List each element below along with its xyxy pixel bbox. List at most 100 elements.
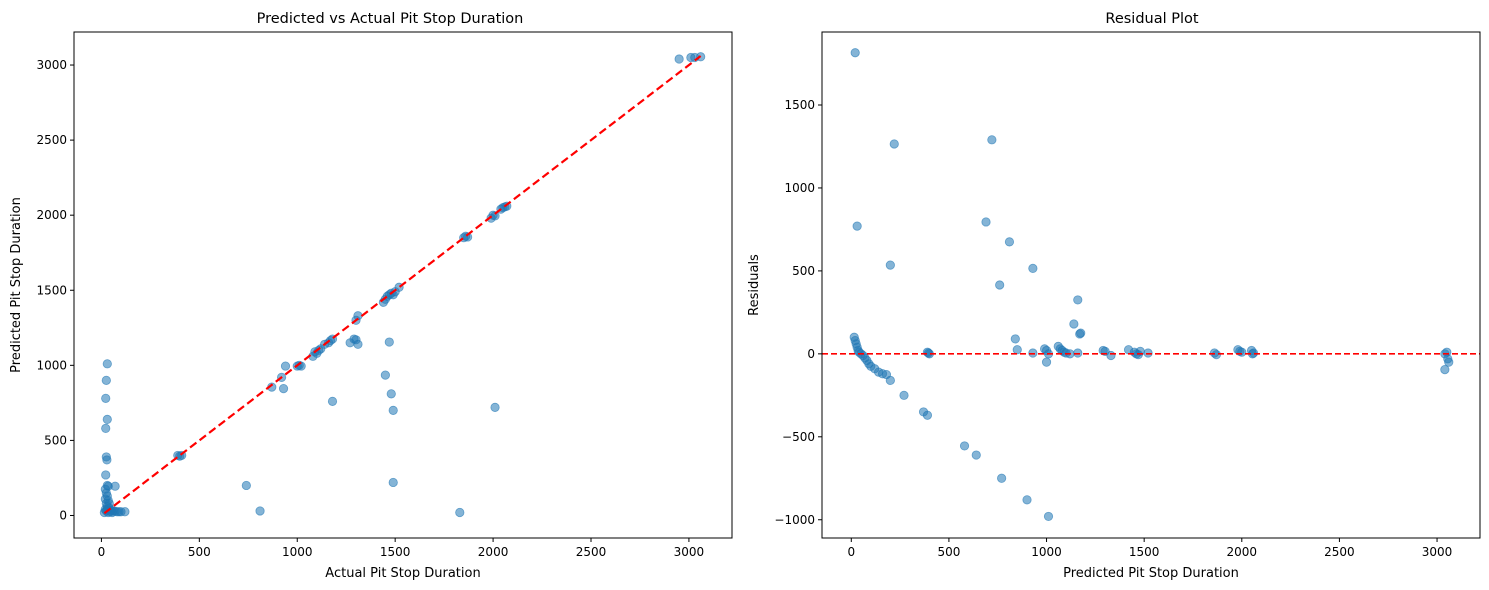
data-point — [351, 335, 361, 345]
x-tick-label: 0 — [98, 545, 106, 559]
data-point — [241, 480, 251, 491]
data-point — [1069, 319, 1079, 329]
data-point — [110, 481, 120, 491]
data-point — [120, 507, 130, 517]
x-tick-label: 3000 — [1422, 545, 1453, 559]
data-point — [255, 506, 265, 516]
y-tick-label: 1500 — [36, 283, 67, 297]
data-point — [1073, 348, 1083, 358]
x-tick-label: 2500 — [1324, 545, 1355, 559]
data-point — [463, 232, 473, 242]
data-point — [1028, 348, 1038, 358]
data-point — [995, 280, 1005, 290]
chart-title: Predicted vs Actual Pit Stop Duration — [257, 11, 524, 27]
data-point — [1073, 295, 1083, 305]
data-point — [388, 405, 398, 415]
predicted-vs-actual-chart: Predicted vs Actual Pit Stop Duration 0 5… — [9, 11, 733, 581]
x-tick-label: 1500 — [380, 545, 411, 559]
y-tick-label: 500 — [44, 433, 67, 447]
data-point — [889, 139, 899, 149]
data-point — [102, 359, 112, 369]
scatter-points — [849, 48, 1454, 522]
data-point — [850, 48, 860, 58]
data-point — [384, 337, 394, 347]
data-point — [102, 414, 112, 424]
data-point — [852, 221, 862, 231]
data-point — [1012, 345, 1022, 355]
x-axis-label: Predicted Pit Stop Duration — [1063, 566, 1239, 581]
tick-group: 0 500 1000 1500 2000 2500 3000 −1000 −500 0 500 100… — [774, 98, 1452, 559]
data-point — [278, 384, 289, 394]
data-point — [101, 423, 111, 433]
y-tick-label: 2000 — [36, 208, 67, 222]
data-point — [1211, 350, 1222, 360]
x-tick-label: 2000 — [1227, 545, 1258, 559]
x-tick-label: 3000 — [674, 545, 705, 559]
y-tick-label: 0 — [59, 508, 67, 522]
data-point — [490, 402, 500, 412]
y-tick-label: 500 — [792, 264, 815, 278]
data-point — [1444, 357, 1454, 367]
data-point — [885, 375, 895, 385]
y-tick-label: 1000 — [784, 181, 815, 195]
tick-group: 0 500 1000 1500 2000 2500 3000 0 500 1000 1500 2000… — [36, 58, 704, 559]
plot-frame — [821, 31, 1481, 539]
y-tick-label: 2500 — [36, 133, 67, 147]
data-point — [1004, 237, 1015, 247]
x-tick-label: 1500 — [1129, 545, 1160, 559]
data-point — [280, 361, 291, 371]
y-axis-label: Predicted Pit Stop Duration — [9, 197, 24, 373]
data-point — [987, 135, 997, 145]
data-point — [997, 473, 1007, 483]
y-axis-label: Residuals — [747, 254, 762, 316]
x-axis-label: Actual Pit Stop Duration — [325, 566, 480, 581]
data-point — [981, 217, 991, 227]
x-tick-label: 2500 — [576, 545, 607, 559]
data-point — [971, 450, 981, 460]
data-point — [1022, 495, 1032, 505]
data-point — [1106, 350, 1116, 361]
x-tick-label: 500 — [188, 545, 211, 559]
y-tick-label: 1500 — [784, 98, 815, 112]
data-point — [1440, 365, 1450, 375]
data-point — [1076, 328, 1086, 338]
data-point — [1041, 357, 1052, 367]
data-point — [380, 370, 390, 380]
y-tick-label: −1000 — [774, 513, 815, 527]
data-point — [1143, 348, 1153, 358]
data-point — [923, 348, 934, 358]
y-tick-label: 3000 — [36, 58, 67, 72]
data-point — [674, 54, 684, 64]
y-tick-label: 1000 — [36, 358, 67, 372]
x-tick-label: 0 — [847, 545, 855, 559]
x-tick-label: 2000 — [478, 545, 509, 559]
data-point — [102, 455, 112, 465]
data-point — [101, 470, 111, 480]
identity-line — [103, 55, 702, 515]
data-point — [455, 507, 465, 518]
data-point — [1043, 511, 1054, 522]
data-point — [101, 375, 111, 385]
data-point — [1248, 348, 1259, 358]
data-point — [101, 393, 111, 403]
plot-frame — [73, 31, 733, 539]
reference-line-group — [103, 55, 702, 515]
y-tick-label: −500 — [782, 430, 815, 444]
x-tick-label: 1000 — [282, 545, 313, 559]
residual-chart: Residual Plot 0 500 1000 1500 2000 2500 3000 −1… — [747, 11, 1481, 581]
data-point — [899, 390, 909, 400]
data-point — [386, 389, 396, 399]
x-tick-label: 1000 — [1031, 545, 1062, 559]
data-point — [1028, 263, 1038, 274]
x-tick-label: 500 — [937, 545, 960, 559]
data-point — [885, 260, 895, 270]
data-point — [922, 410, 933, 420]
data-point — [1237, 347, 1247, 357]
data-point — [388, 477, 398, 488]
y-tick-label: 0 — [807, 347, 815, 361]
data-point — [1010, 334, 1020, 344]
data-point — [959, 441, 970, 451]
chart-title: Residual Plot — [1105, 11, 1198, 27]
data-point — [327, 396, 338, 406]
